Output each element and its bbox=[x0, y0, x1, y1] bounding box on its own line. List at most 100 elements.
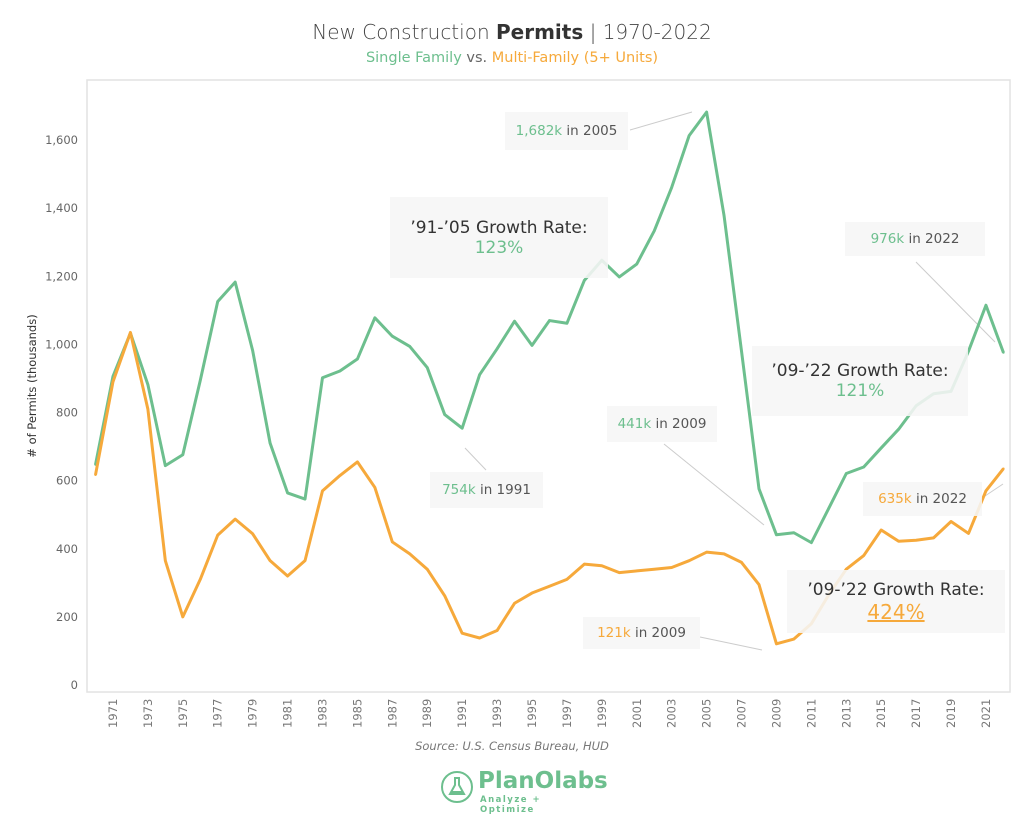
multi-family-point bbox=[478, 636, 481, 640]
multi-family-point bbox=[932, 536, 935, 540]
x-tick-label: 2011 bbox=[804, 699, 818, 728]
single-family-point bbox=[880, 446, 883, 450]
single-family-point bbox=[356, 357, 359, 361]
multi-family-point bbox=[722, 552, 726, 556]
annotation-sf-2009: 441k in 2009 bbox=[607, 406, 717, 442]
single-family-point bbox=[443, 413, 446, 416]
multi-family-point bbox=[862, 554, 865, 557]
multi-family-point bbox=[653, 567, 656, 571]
multi-family-point bbox=[321, 489, 324, 493]
single-family-point bbox=[827, 507, 831, 510]
multi-family-point bbox=[111, 380, 115, 384]
single-family-point bbox=[670, 186, 673, 189]
y-tick-label: 1,000 bbox=[45, 337, 78, 351]
multi-family-point bbox=[164, 559, 167, 562]
y-tick-label: 0 bbox=[71, 678, 78, 692]
single-family-point bbox=[251, 349, 254, 352]
single-family-point bbox=[338, 369, 342, 373]
single-family-point bbox=[233, 280, 237, 284]
multi-family-point bbox=[199, 578, 202, 581]
x-tick-label: 1973 bbox=[141, 699, 155, 728]
multi-family-point bbox=[914, 539, 918, 542]
single-family-point bbox=[705, 110, 708, 114]
line-chart: 0 200 400 600 800 1,000 1,200 1,400 1,600 # of Pe… bbox=[25, 79, 1011, 728]
annotation-leader-line bbox=[915, 261, 996, 343]
single-family-point bbox=[268, 441, 272, 445]
y-tick-label: 1,600 bbox=[45, 133, 78, 147]
legend-multi-family: Multi-Family (5+ Units) bbox=[491, 50, 659, 66]
single-family-point bbox=[495, 347, 499, 351]
y-tick-label: 400 bbox=[56, 542, 78, 556]
multi-family-point bbox=[1002, 467, 1005, 470]
x-tick-label: 2005 bbox=[700, 699, 714, 728]
y-tick-label: 1,400 bbox=[45, 201, 78, 215]
multi-family-point bbox=[880, 528, 883, 532]
multi-family-point bbox=[967, 532, 970, 535]
annotation-leader-line bbox=[699, 636, 763, 651]
multi-family-point bbox=[233, 517, 237, 521]
annotation-mf-2022: 635k in 2022 bbox=[863, 482, 982, 516]
multi-family-point bbox=[426, 567, 429, 571]
single-family-point bbox=[1002, 351, 1005, 354]
single-family-point bbox=[548, 319, 551, 322]
multi-family-point bbox=[757, 583, 761, 586]
annotation-sf-2022: 976k in 2022 bbox=[845, 222, 985, 256]
multi-family-point bbox=[181, 615, 184, 619]
single-family-point bbox=[373, 316, 377, 320]
single-family-point bbox=[513, 320, 516, 323]
single-family-point bbox=[740, 350, 743, 353]
single-family-point bbox=[775, 533, 778, 536]
multi-family-point bbox=[984, 489, 988, 493]
single-family-point bbox=[408, 345, 411, 348]
flask-icon bbox=[441, 771, 473, 803]
planolabs-logo: PlanOlabs Analyze + Optimize bbox=[440, 768, 608, 815]
single-family-point bbox=[722, 214, 726, 217]
x-tick-label: 1975 bbox=[176, 699, 190, 728]
x-tick-label: 1981 bbox=[281, 699, 295, 728]
y-tick-label: 200 bbox=[56, 610, 78, 624]
multi-family-point bbox=[897, 540, 900, 543]
legend-single-family: Single Family bbox=[365, 50, 462, 66]
single-family-point bbox=[984, 304, 988, 307]
multi-family-point bbox=[268, 559, 272, 562]
x-tick-label: 1971 bbox=[106, 699, 120, 728]
annotation-leader-line bbox=[629, 111, 693, 131]
x-tick-label: 1993 bbox=[490, 699, 504, 728]
multi-family-point bbox=[460, 632, 464, 635]
single-family-point bbox=[199, 379, 202, 382]
x-tick-label: 2019 bbox=[944, 699, 958, 728]
y-tick-label: 1,200 bbox=[45, 269, 78, 283]
multi-family-point bbox=[687, 559, 691, 562]
source-note: Source: U.S. Census Bureau, HUD bbox=[415, 739, 609, 753]
plot-frame bbox=[86, 79, 1011, 693]
single-family-point bbox=[845, 472, 848, 475]
x-tick-label: 1999 bbox=[595, 699, 609, 728]
x-tick-label: 1977 bbox=[211, 699, 225, 728]
multi-family-point bbox=[129, 331, 132, 334]
single-family-point bbox=[687, 134, 691, 137]
single-family-point bbox=[583, 279, 586, 282]
multi-family-point bbox=[792, 637, 796, 641]
multi-family-point bbox=[495, 629, 499, 632]
multi-family-point bbox=[618, 571, 621, 574]
x-tick-label: 2007 bbox=[735, 699, 749, 728]
x-tick-label: 1983 bbox=[315, 699, 329, 728]
multi-family-point bbox=[530, 591, 534, 595]
multi-family-point bbox=[216, 533, 219, 537]
single-family-point bbox=[216, 300, 219, 303]
x-tick-label: 2003 bbox=[665, 699, 679, 728]
single-family-point bbox=[164, 464, 167, 467]
single-family-point bbox=[478, 373, 481, 376]
single-family-point bbox=[862, 465, 865, 469]
single-family-point bbox=[897, 428, 900, 431]
multi-family-point bbox=[583, 562, 586, 566]
single-family-point bbox=[460, 426, 464, 430]
single-family-point bbox=[792, 531, 796, 534]
multi-family-point bbox=[565, 578, 569, 581]
multi-family-point bbox=[670, 566, 673, 569]
x-tick-label: 1985 bbox=[350, 699, 364, 728]
multi-family-point bbox=[391, 540, 394, 544]
annotation-peak-2005: 1,682k in 2005 bbox=[505, 112, 628, 150]
x-tick-label: 2013 bbox=[839, 699, 853, 728]
multi-family-point bbox=[513, 602, 516, 605]
